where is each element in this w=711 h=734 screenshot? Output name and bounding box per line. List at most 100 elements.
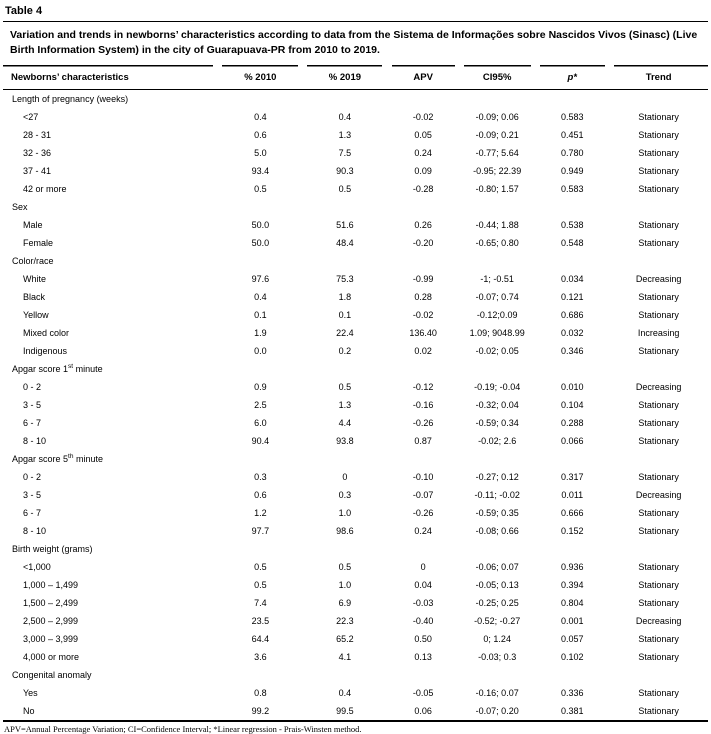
cell-ci95: 1.09; 9048.99 xyxy=(469,327,525,338)
table-footnote: APV=Annual Percentage Variation; CI=Conf… xyxy=(4,723,362,734)
cell-p-value: 0.394 xyxy=(560,579,584,590)
cell-pct-2010: 0.4 xyxy=(254,291,267,302)
table-row: 8 - 10 97.7 98.6 0.24 -0.08; 0.66 0.152 Statio… xyxy=(3,522,708,540)
row-label: <27 xyxy=(23,111,39,122)
col-header-characteristics: Newborns’ characteristics xyxy=(3,65,219,90)
row-label: 0 - 2 xyxy=(23,381,42,392)
cell-pct-2019: 0.4 xyxy=(338,111,352,122)
cell-pct-2010: 0.0 xyxy=(254,345,267,356)
cell-trend: Stationary xyxy=(638,633,679,644)
cell-apv: 0.02 xyxy=(414,345,432,356)
cell-apv: -0.16 xyxy=(412,399,434,410)
cell-ci95: -0.03; 0.3 xyxy=(478,651,517,662)
row-label: 8 - 10 xyxy=(23,435,47,446)
cell-p-value: 0.317 xyxy=(560,471,584,482)
section-header: Congenital anomaly xyxy=(12,669,92,680)
row-label: Male xyxy=(23,219,43,230)
cell-p-value: 0.032 xyxy=(560,327,584,338)
section-header: Color/race xyxy=(12,255,54,266)
cell-pct-2010: 99.2 xyxy=(251,705,270,716)
cell-trend: Decreasing xyxy=(635,489,682,500)
cell-pct-2019: 93.8 xyxy=(336,435,354,446)
cell-ci95: -0.12;0.09 xyxy=(476,309,518,320)
cell-trend: Stationary xyxy=(638,399,679,410)
cell-p-value: 0.804 xyxy=(560,597,584,608)
cell-ci95: -0.02; 2.6 xyxy=(478,435,517,446)
cell-trend: Stationary xyxy=(638,291,679,302)
cell-apv: -0.40 xyxy=(412,615,434,626)
cell-apv: 136.40 xyxy=(409,327,437,338)
table-row: 0 - 2 0.3 0 -0.10 -0.27; 0.12 0.317 Stationary xyxy=(3,468,708,486)
row-label: 3,000 – 3,999 xyxy=(23,633,79,644)
cell-pct-2019: 90.3 xyxy=(336,165,354,176)
cell-ci95: -0.02; 0.05 xyxy=(475,345,519,356)
cell-p-value: 0.936 xyxy=(560,561,584,572)
table-row: Indigenous 0.0 0.2 0.02 -0.02; 0.05 0.346 Stat… xyxy=(3,342,708,360)
cell-pct-2010: 1.2 xyxy=(254,507,267,518)
cell-pct-2019: 1.3 xyxy=(338,129,352,140)
cell-ci95: -0.27; 0.12 xyxy=(475,471,519,482)
cell-pct-2010: 2.5 xyxy=(254,399,267,410)
section-header-row: Congenital anomaly xyxy=(3,666,708,684)
cell-ci95: -1; -0.51 xyxy=(480,273,514,284)
cell-apv: 0 xyxy=(420,561,426,572)
row-label: 28 - 31 xyxy=(23,129,52,140)
cell-ci95: -0.16; 0.07 xyxy=(475,687,519,698)
cell-pct-2019: 0.5 xyxy=(338,561,352,572)
cell-pct-2010: 0.5 xyxy=(254,579,267,590)
cell-trend: Stationary xyxy=(638,183,679,194)
cell-ci95: -0.32; 0.04 xyxy=(475,399,519,410)
section-header-row: Sex xyxy=(3,198,708,216)
cell-pct-2010: 1.9 xyxy=(254,327,267,338)
table-row: White 97.6 75.3 -0.99 -1; -0.51 0.034 Decreasi… xyxy=(3,270,708,288)
cell-p-value: 0.336 xyxy=(560,687,584,698)
cell-trend: Decreasing xyxy=(635,381,682,392)
cell-trend: Stationary xyxy=(638,219,679,230)
cell-p-value: 0.001 xyxy=(560,615,584,626)
cell-apv: 0.05 xyxy=(414,129,432,140)
table-row: 6 - 7 1.2 1.0 -0.26 -0.59; 0.35 0.666 Stationa… xyxy=(3,504,708,522)
col-header-ci95: CI95% xyxy=(459,65,536,90)
cell-ci95: -0.80; 1.57 xyxy=(475,183,519,194)
col-header-p-value: p* xyxy=(535,65,610,90)
cell-pct-2010: 5.0 xyxy=(254,147,267,158)
cell-pct-2019: 0.5 xyxy=(338,381,352,392)
section-header-row: Apgar score 5th minute xyxy=(3,450,708,468)
cell-p-value: 0.152 xyxy=(560,525,584,536)
cell-trend: Stationary xyxy=(638,165,679,176)
cell-ci95: -0.59; 0.34 xyxy=(475,417,519,428)
cell-pct-2010: 0.1 xyxy=(254,309,267,320)
cell-pct-2010: 50.0 xyxy=(251,237,270,248)
cell-apv: -0.20 xyxy=(412,237,434,248)
cell-apv: 0.50 xyxy=(414,633,432,644)
table-row: 0 - 2 0.9 0.5 -0.12 -0.19; -0.04 0.010 Decreas… xyxy=(3,378,708,396)
cell-apv: 0.87 xyxy=(414,435,432,446)
cell-ci95: -0.59; 0.35 xyxy=(475,507,519,518)
cell-p-value: 0.538 xyxy=(560,219,584,230)
row-label: Black xyxy=(23,291,46,302)
row-label: 4,000 or more xyxy=(23,651,80,662)
cell-pct-2019: 0.1 xyxy=(338,309,352,320)
cell-pct-2010: 7.4 xyxy=(254,597,267,608)
row-label: Indigenous xyxy=(23,345,68,356)
table-row: Yes 0.8 0.4 -0.05 -0.16; 0.07 0.336 Stationary xyxy=(3,684,708,702)
cell-pct-2010: 23.5 xyxy=(251,615,270,626)
table-row: Black 0.4 1.8 0.28 -0.07; 0.74 0.121 Stationar… xyxy=(3,288,708,306)
cell-apv: -0.26 xyxy=(412,417,434,428)
cell-apv: 0.13 xyxy=(414,651,432,662)
cell-ci95: -0.09; 0.06 xyxy=(475,111,519,122)
cell-trend: Stationary xyxy=(638,471,679,482)
header-row: Newborns’ characteristics % 2010 % 2019 … xyxy=(3,65,708,90)
cell-p-value: 0.104 xyxy=(560,399,584,410)
cell-pct-2010: 0.5 xyxy=(254,561,267,572)
cell-apv: 0.04 xyxy=(414,579,432,590)
table-row: 4,000 or more 3.6 4.1 0.13 -0.03; 0.3 0.102 St… xyxy=(3,648,708,666)
cell-pct-2010: 6.0 xyxy=(254,417,267,428)
cell-apv: 0.26 xyxy=(414,219,432,230)
table-row: 32 - 36 5.0 7.5 0.24 -0.77; 5.64 0.780 Station… xyxy=(3,144,708,162)
row-label: 32 - 36 xyxy=(23,147,52,158)
cell-trend: Stationary xyxy=(638,561,679,572)
cell-trend: Stationary xyxy=(638,147,679,158)
col-header-apv: APV xyxy=(387,65,460,90)
